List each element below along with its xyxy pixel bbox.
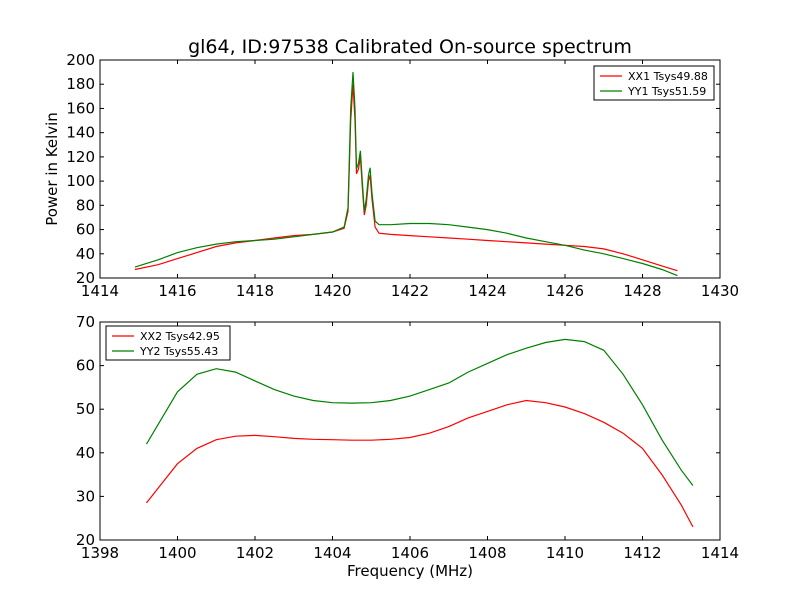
- bottom-x-tick-label: 1408: [468, 544, 506, 562]
- top-legend-label-2: YY1 Tsys51.59: [627, 85, 706, 98]
- top-x-tick-label: 1430: [701, 282, 739, 300]
- bottom-x-tick-label: 1406: [391, 544, 429, 562]
- bottom-legend-label-2: YY2 Tsys55.43: [139, 345, 218, 358]
- bottom-x-tick-label: 1400: [158, 544, 196, 562]
- top-x-tick-label: 1424: [468, 282, 506, 300]
- top-series-line-1: [134, 84, 678, 272]
- chart-title: gl64, ID:97538 Calibrated On-source spec…: [188, 36, 632, 58]
- top-x-tick-label: 1426: [546, 282, 584, 300]
- bottom-y-tick-label: 70: [76, 313, 95, 331]
- top-series-line-2: [134, 72, 678, 277]
- top-y-tick-label: 120: [66, 148, 95, 166]
- bottom-series-line-1: [146, 399, 694, 528]
- top-x-tick-label: 1428: [623, 282, 661, 300]
- bottom-x-tick-label: 1402: [236, 544, 274, 562]
- bottom-series-line-2: [145, 338, 694, 486]
- top-legend-label-1: XX1 Tsys49.88: [628, 70, 708, 83]
- bottom-x-tick-label: 1398: [81, 544, 119, 562]
- top-legend-box: [593, 65, 715, 101]
- top-plot: 1414 1416 1418 1420 1422 1424 1426 1428 1430 20 40…: [66, 51, 739, 300]
- bottom-x-tick-label: 1404: [313, 544, 351, 562]
- top-x-tick-label: 1420: [313, 282, 351, 300]
- top-y-axis-label: Power in Kelvin: [43, 112, 61, 226]
- top-y-tick-label: 160: [66, 99, 95, 117]
- bottom-x-tick-label: 1410: [546, 544, 584, 562]
- bottom-y-tick-label: 40: [76, 444, 95, 462]
- top-y-tick-label: 180: [66, 75, 95, 93]
- bottom-x-tick-label: 1414: [701, 544, 739, 562]
- top-x-tick-label: 1414: [81, 282, 119, 300]
- top-y-tick-label: 80: [76, 196, 95, 214]
- top-y-tick-label: 40: [76, 245, 95, 263]
- top-x-tick-label: 1416: [158, 282, 196, 300]
- bottom-plot: 1398 1400 1402 1404 1406 1408 1410 1412 1414 20 30…: [76, 313, 739, 562]
- bottom-x-axis-label: Frequency (MHz): [347, 562, 473, 580]
- top-y-tick-label: 140: [66, 124, 95, 142]
- top-y-tick-label: 100: [66, 172, 95, 190]
- bottom-legend-box: [105, 325, 231, 361]
- bottom-y-tick-label: 60: [76, 357, 95, 375]
- bottom-y-tick-label: 50: [76, 400, 95, 418]
- top-y-tick-label: 200: [66, 51, 95, 69]
- bottom-y-tick-label: 20: [76, 531, 95, 549]
- bottom-legend-label-1: XX2 Tsys42.95: [140, 330, 220, 343]
- top-x-tick-label: 1422: [391, 282, 429, 300]
- bottom-x-tick-label: 1412: [623, 544, 661, 562]
- bottom-y-tick-label: 30: [76, 487, 95, 505]
- top-y-tick-label: 60: [76, 221, 95, 239]
- top-x-tick-label: 1418: [236, 282, 274, 300]
- top-y-tick-label: 20: [76, 269, 95, 287]
